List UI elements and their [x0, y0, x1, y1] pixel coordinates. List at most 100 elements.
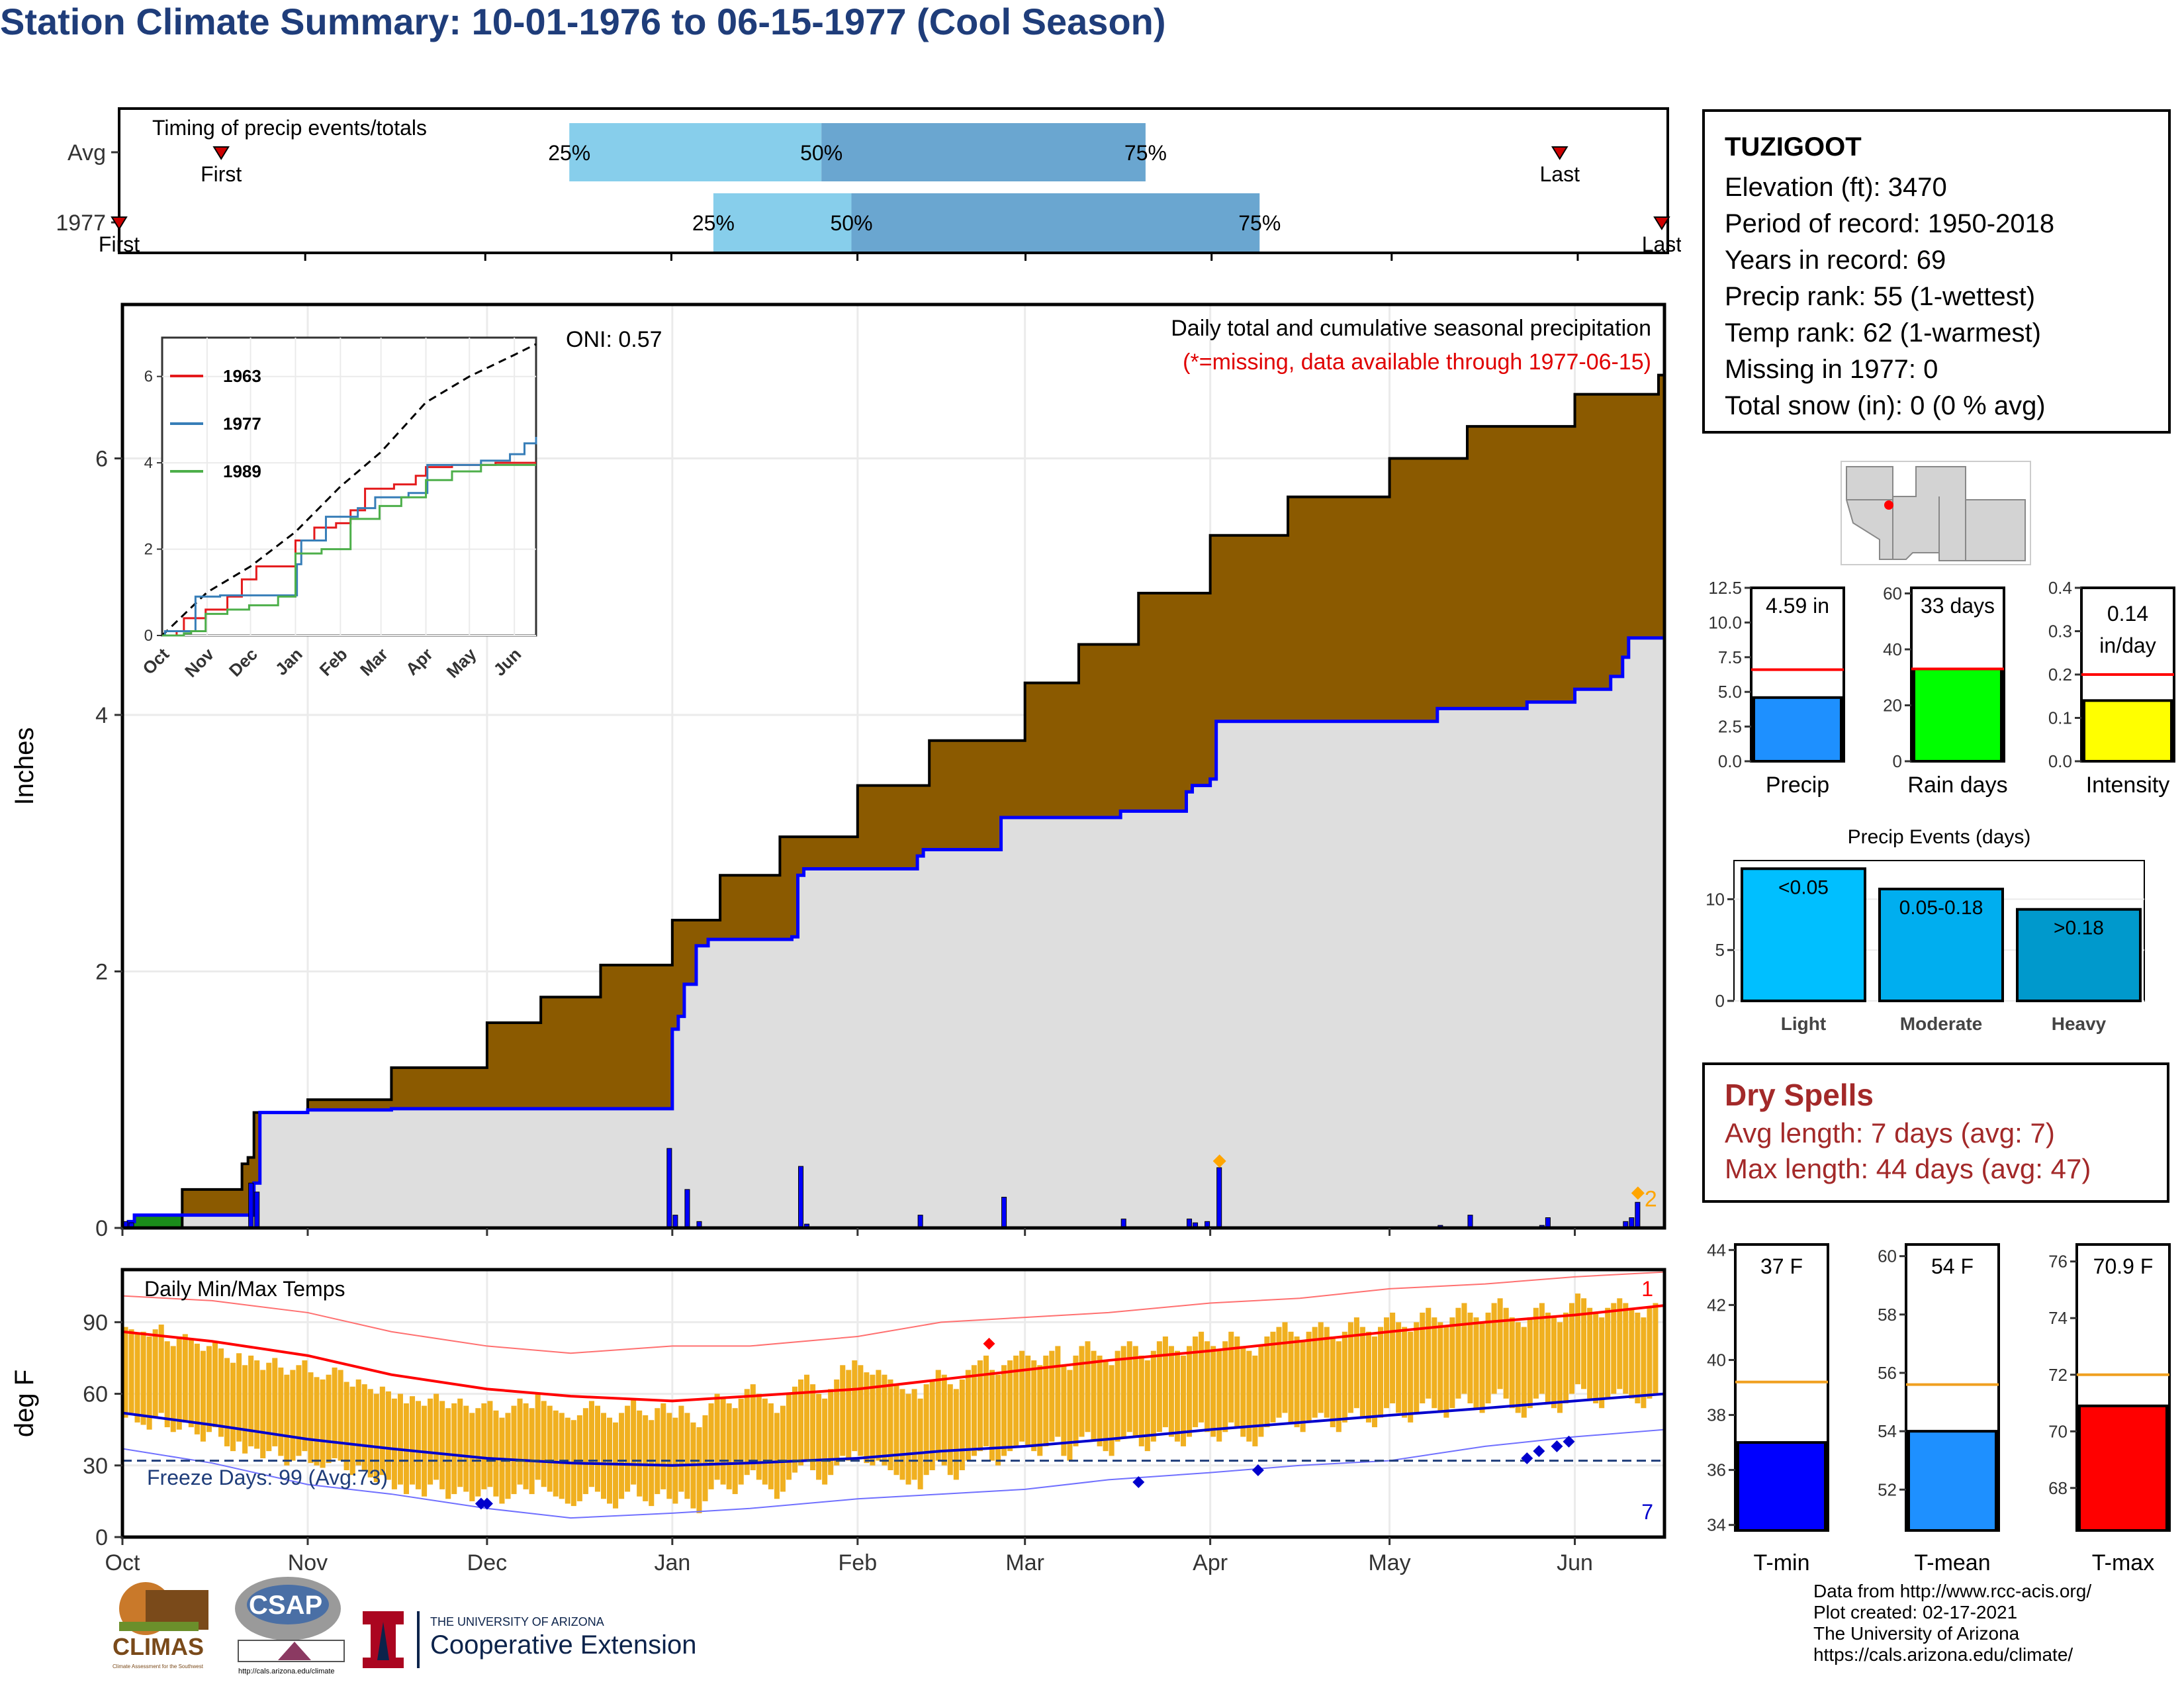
temp-daily-range-bar [1120, 1346, 1126, 1437]
temp-daily-range-bar [481, 1403, 487, 1489]
inset-series-line [162, 437, 537, 637]
temp-daily-range-bar [977, 1360, 983, 1452]
temp-frame [120, 1268, 1666, 1539]
temp-daily-range-bar [451, 1403, 457, 1495]
temp-daily-range-bar [272, 1358, 278, 1446]
temp-daily-range-bar [1467, 1312, 1473, 1403]
temp-daily-range-bar [816, 1393, 822, 1480]
temp-summary-ytick-label: 54 [1878, 1421, 1897, 1441]
inset-legend-label: 1963 [223, 366, 261, 386]
csap-logo: CSAP http://cals.arizona.edu/climate [235, 1577, 345, 1675]
temp-summary-ytick-label: 44 [1707, 1240, 1726, 1260]
timing-last-label: Last [1642, 232, 1681, 256]
temp-daily-range-bar [349, 1386, 355, 1476]
temp-daily-range-bar [1449, 1317, 1455, 1409]
temp-daily-range-bar [594, 1405, 600, 1492]
temp-daily-range-bar [1557, 1322, 1563, 1413]
temp-daily-range-bar [1174, 1350, 1180, 1442]
temp-daily-range-bar [720, 1398, 726, 1485]
temp-daily-range-bar [559, 1413, 565, 1499]
temp-record-max-line [122, 1271, 1664, 1354]
temp-daily-range-bar [1545, 1312, 1551, 1403]
temp-daily-range-bar [774, 1413, 780, 1499]
summary-bar-label: Intensity [2086, 773, 2170, 798]
summary-bar-ytick-label: 2.5 [1718, 717, 1742, 737]
temp-month-label: Apr [1193, 1550, 1228, 1575]
precip-daily-bar [1187, 1218, 1193, 1228]
precip-daily-bar [917, 1215, 923, 1228]
temp-record-low-marker [1551, 1440, 1563, 1452]
temp-record-low-marker [1132, 1476, 1145, 1489]
temp-daily-range-bar [236, 1353, 242, 1442]
precip-daily-bar [1001, 1197, 1007, 1228]
temp-summary-ytick-label: 58 [1878, 1305, 1897, 1325]
precip-daily-bar [798, 1166, 804, 1228]
temp-daily-range-bar [1132, 1346, 1138, 1437]
temp-daily-range-bar [1653, 1303, 1659, 1394]
events-bar-label: 0.05-0.18 [1899, 897, 1983, 919]
temp-daily-range-bar [1347, 1322, 1353, 1413]
temp-summary-ytick-label: 70 [2048, 1421, 2068, 1441]
station-temp-rank: Temp rank: 62 (1-warmest) [1725, 318, 2041, 348]
temp-daily-range-bar [511, 1405, 517, 1495]
temp-freeze-label: Freeze Days: 99 (Avg:73) [147, 1466, 388, 1489]
temp-daily-range-bar [1647, 1307, 1653, 1399]
temp-record-low-marker [1533, 1445, 1545, 1458]
station-missing: Missing in 1977: 0 [1725, 355, 1938, 384]
temp-daily-range-bar [1581, 1298, 1587, 1389]
temp-daily-range-bar [1013, 1355, 1019, 1446]
temp-daily-range-bar [929, 1379, 935, 1470]
timing-bar-25-50 [569, 123, 822, 181]
temp-daily-range-bar [810, 1384, 816, 1470]
precip-daily-bar [684, 1189, 690, 1228]
precip-daily-bar [666, 1148, 672, 1228]
temp-record-low-marker [1521, 1452, 1533, 1464]
temp-daily-range-bar [1569, 1303, 1575, 1394]
summary-bar-ytick-label: 0.0 [1718, 751, 1742, 771]
temp-daily-range-bar [666, 1413, 672, 1499]
temp-daily-range-bar [1635, 1312, 1641, 1403]
precip-plot-area [122, 305, 1664, 1228]
station-name: TUZIGOOT [1725, 132, 1862, 162]
temp-daily-range-bar [1437, 1322, 1443, 1413]
temp-daily-range-bar [983, 1355, 989, 1446]
summary-bar-label: Precip [1766, 773, 1829, 798]
temp-record-low-count: 7 [1641, 1500, 1653, 1524]
temp-daily-range-bar [582, 1408, 588, 1495]
temp-daily-range-bar [1408, 1331, 1414, 1423]
temp-daily-range-bar [1109, 1365, 1115, 1456]
temp-daily-range-bar [1282, 1322, 1288, 1413]
timing-quartile-label: 25% [548, 141, 590, 165]
temp-daily-range-bar [631, 1398, 637, 1485]
temp-daily-range-bar [308, 1372, 314, 1464]
temp-daily-range-bar [397, 1393, 403, 1485]
temp-daily-range-bar [1371, 1336, 1378, 1428]
temp-daily-range-bar [696, 1427, 702, 1513]
inset-series-line [162, 463, 536, 637]
temp-daily-range-bar [1378, 1327, 1384, 1418]
temp-daily-range-bar [1001, 1365, 1007, 1456]
temp-daily-range-bar [1497, 1298, 1503, 1389]
temp-record-low-marker [475, 1497, 487, 1510]
temp-ytick-label: 90 [83, 1310, 108, 1335]
temp-daily-range-bar [457, 1398, 463, 1487]
temp-summary-value-bar [1737, 1441, 1827, 1532]
temp-daily-range-bar [911, 1389, 917, 1480]
temp-daily-range-bar [1318, 1322, 1324, 1413]
temp-daily-range-bar [140, 1331, 146, 1425]
precip-ytick-label: 0 [95, 1216, 108, 1238]
inset-ytick-label: 2 [144, 541, 153, 559]
temp-daily-range-bar [260, 1370, 266, 1458]
precip-daily-bar [1216, 1167, 1222, 1228]
precip-event-marker [1212, 1154, 1226, 1168]
temp-month-label: Jun [1557, 1550, 1593, 1575]
temp-daily-range-bar [1264, 1336, 1270, 1428]
temp-daily-range-bar [343, 1382, 349, 1470]
timing-last-label: Last [1540, 162, 1580, 186]
temp-summary-value-bar [1907, 1430, 1997, 1532]
temp-daily-range-bar [893, 1384, 899, 1476]
temp-month-label: Jan [654, 1550, 690, 1575]
temp-daily-range-bar [1055, 1346, 1061, 1437]
temp-daily-range-bar [732, 1408, 738, 1495]
temp-daily-range-bar [1365, 1331, 1371, 1423]
